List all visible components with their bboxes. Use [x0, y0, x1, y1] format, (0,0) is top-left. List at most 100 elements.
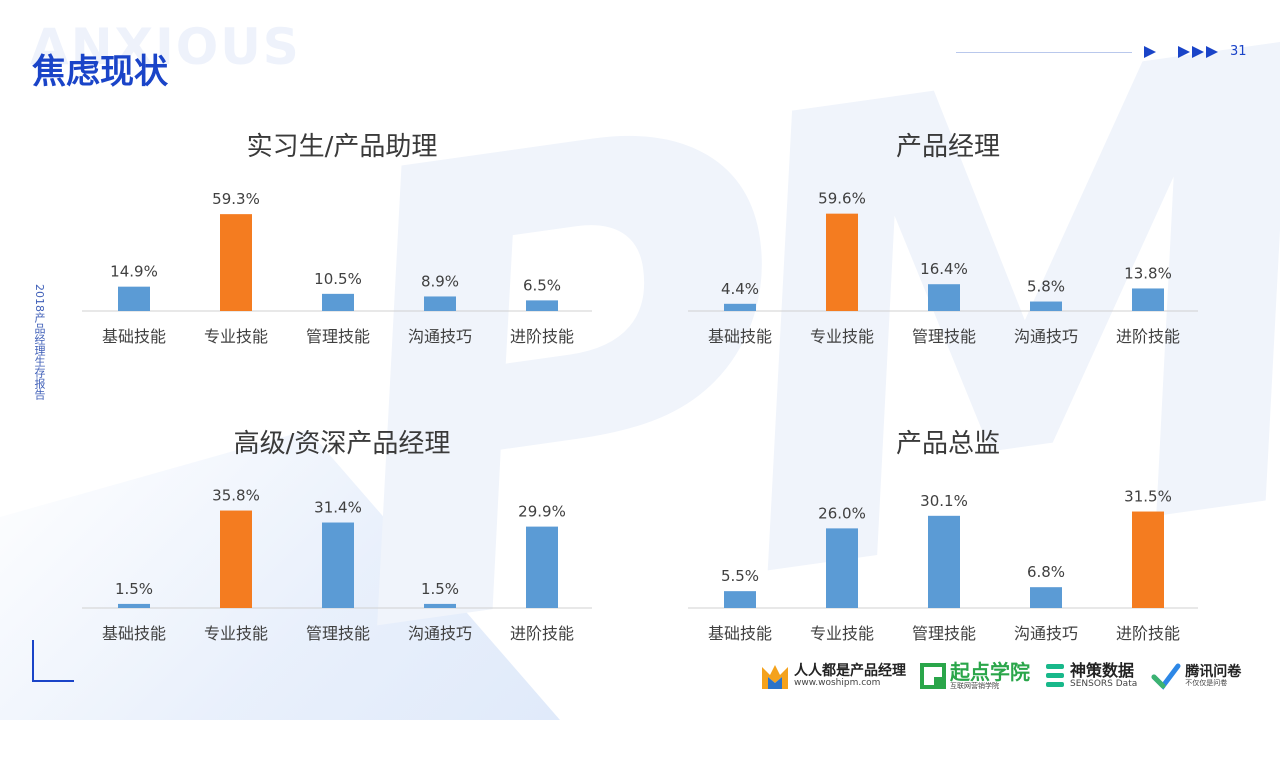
bar-chart-senior-pm: 1.5% 基础技能 35.8% 专业技能 31.4% 管理技能 1.5% 沟通技巧 29.9% 进…: [82, 487, 592, 643]
category-label: 沟通技巧: [408, 327, 472, 346]
category-label: 沟通技巧: [1014, 624, 1078, 643]
data-label: 10.5%: [314, 270, 362, 288]
header-watermark: ANXIOUS: [30, 18, 301, 76]
category-label: 基础技能: [102, 327, 166, 346]
data-label: 26.0%: [818, 504, 866, 522]
bar: [424, 603, 456, 608]
category-label: 沟通技巧: [1014, 327, 1078, 346]
check-logo-icon: [1151, 663, 1181, 690]
header-divider: [956, 52, 1132, 53]
logo-name: 人人都是产品经理: [794, 662, 906, 679]
bar: [826, 213, 858, 311]
category-label: 专业技能: [204, 624, 268, 643]
data-label: 8.9%: [421, 272, 459, 290]
bar: [724, 303, 756, 311]
page-number: 31: [1230, 44, 1247, 59]
bar: [424, 296, 456, 311]
category-label: 进阶技能: [510, 624, 574, 643]
bar: [322, 293, 354, 311]
play-arrow-icon: [1178, 46, 1190, 58]
category-label: 基础技能: [708, 624, 772, 643]
data-label: 16.4%: [920, 260, 968, 278]
bar-chart-pm: 4.4% 基础技能 59.6% 专业技能 16.4% 管理技能 5.8% 沟通技巧 13.8% 进…: [688, 190, 1198, 346]
data-label: 6.8%: [1027, 563, 1065, 581]
bar: [322, 522, 354, 608]
chart-title: 实习生/产品助理: [246, 132, 438, 162]
category-label: 进阶技能: [510, 327, 574, 346]
category-label: 管理技能: [912, 624, 976, 643]
logo-tencent-survey: 腾讯问卷 不仅仅是问卷: [1151, 662, 1241, 690]
category-label: 管理技能: [912, 327, 976, 346]
chart-senior-pm: 高级/资深产品经理 1.5% 基础技能 35.8% 专业技能 31.4% 管理技能 1.5%…: [82, 423, 602, 663]
bar: [928, 284, 960, 311]
data-label: 59.6%: [818, 190, 866, 208]
bar: [220, 214, 252, 311]
header-arrows: [1144, 44, 1220, 60]
logo-qidian: 起点学院 互联网营销学院: [920, 659, 1030, 690]
category-label: 进阶技能: [1116, 327, 1180, 346]
data-label: 13.8%: [1124, 264, 1172, 282]
logo-woshipm: 人人都是产品经理 www.woshipm.com: [760, 661, 906, 691]
bar-chart-intern: 14.9% 基础技能 59.3% 专业技能 10.5% 管理技能 8.9% 沟通技巧 6.5% 进…: [82, 190, 592, 346]
data-label: 31.4%: [314, 499, 362, 517]
bar: [118, 603, 150, 608]
logo-subtitle: SENSORS Data: [1070, 678, 1138, 689]
chart-pm: 产品经理 4.4% 基础技能 59.6% 专业技能 16.4% 管理技能 5.8% 沟通技巧 1…: [688, 126, 1208, 366]
q-logo-icon: [920, 663, 946, 689]
logo-subtitle: 互联网营销学院: [950, 681, 999, 690]
chart-title: 产品总监: [895, 429, 1000, 459]
data-label: 6.5%: [523, 276, 561, 294]
category-label: 进阶技能: [1116, 624, 1180, 643]
category-label: 基础技能: [708, 327, 772, 346]
chart-director: 产品总监 5.5% 基础技能 26.0% 专业技能 30.1% 管理技能 6.8% 沟通技巧 3…: [688, 423, 1208, 663]
data-label: 5.8%: [1027, 278, 1065, 296]
logo-sensors: 神策数据 SENSORS Data: [1044, 662, 1137, 690]
category-label: 专业技能: [810, 624, 874, 643]
play-arrow-icon: [1144, 46, 1156, 58]
logo-subtitle: 不仅仅是问卷: [1185, 678, 1228, 687]
category-label: 基础技能: [102, 624, 166, 643]
bar: [1132, 511, 1164, 608]
category-label: 专业技能: [810, 327, 874, 346]
logo-name: 腾讯问卷: [1185, 663, 1242, 680]
data-label: 30.1%: [920, 492, 968, 510]
chart-title: 产品经理: [895, 132, 1000, 162]
partner-logos: 人人都是产品经理 www.woshipm.com 起点学院 互联网营销学院 神策…: [760, 656, 1260, 696]
bar: [826, 528, 858, 608]
bar: [220, 510, 252, 608]
play-arrow-icon: [1192, 46, 1204, 58]
bar: [1030, 587, 1062, 608]
bar: [526, 300, 558, 311]
chart-title: 高级/资深产品经理: [233, 429, 451, 459]
logo-subtitle: www.woshipm.com: [794, 677, 881, 688]
bar: [928, 515, 960, 608]
data-label: 31.5%: [1124, 488, 1172, 506]
bar: [118, 286, 150, 311]
report-vertical-label: 2018产品经理生存报告: [33, 284, 46, 400]
bar: [526, 526, 558, 608]
data-label: 1.5%: [421, 580, 459, 598]
m-logo-icon: [762, 665, 788, 689]
s-logo-icon: [1046, 664, 1064, 687]
category-label: 专业技能: [204, 327, 268, 346]
bar: [1132, 288, 1164, 311]
bar-chart-director: 5.5% 基础技能 26.0% 专业技能 30.1% 管理技能 6.8% 沟通技巧 31.5% 进…: [688, 488, 1198, 643]
data-label: 4.4%: [721, 280, 759, 298]
page-title: 焦虑现状: [32, 52, 168, 92]
data-label: 1.5%: [115, 580, 153, 598]
data-label: 29.9%: [518, 503, 566, 521]
category-label: 管理技能: [306, 624, 370, 643]
bar: [724, 591, 756, 608]
bar: [1030, 301, 1062, 311]
corner-bracket: [32, 640, 74, 682]
data-label: 35.8%: [212, 487, 260, 505]
play-arrow-icon: [1206, 46, 1218, 58]
category-label: 沟通技巧: [408, 624, 472, 643]
logo-name: 神策数据: [1070, 660, 1135, 680]
chart-intern: 实习生/产品助理 14.9% 基础技能 59.3% 专业技能 10.5% 管理技能 8.9%…: [82, 126, 602, 366]
data-label: 14.9%: [110, 263, 158, 281]
data-label: 59.3%: [212, 190, 260, 208]
category-label: 管理技能: [306, 327, 370, 346]
logo-name: 起点学院: [950, 659, 1030, 684]
data-label: 5.5%: [721, 567, 759, 585]
